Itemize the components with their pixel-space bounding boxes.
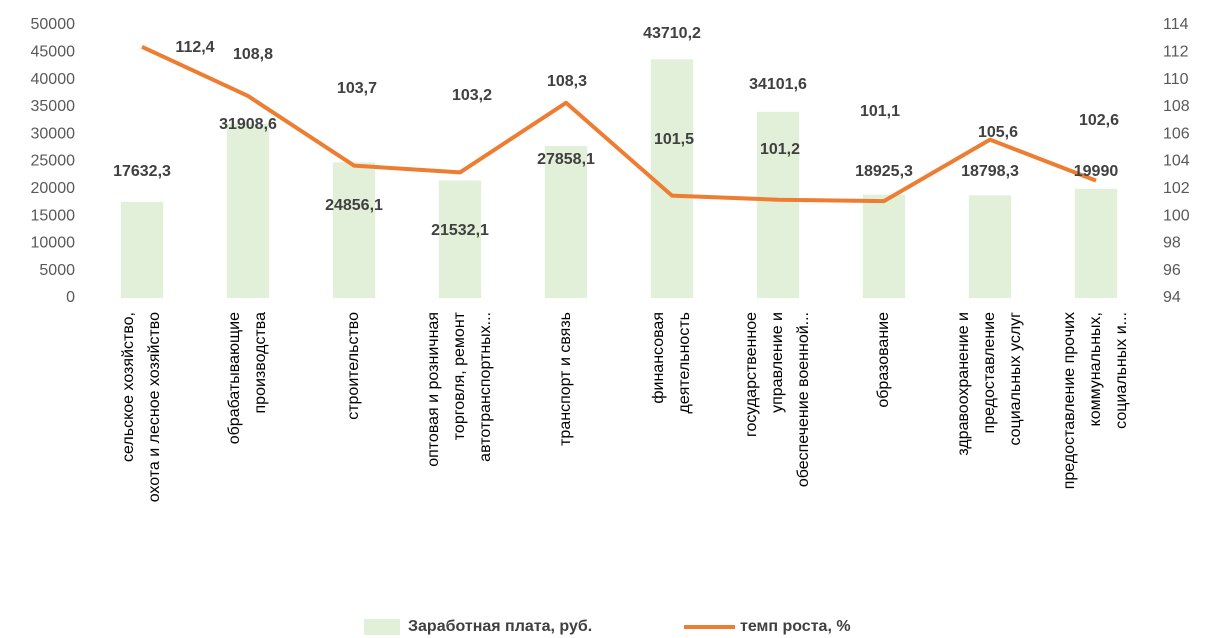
- y2-tick-label: 100: [1163, 207, 1190, 224]
- data-label: 21532,1: [431, 222, 489, 239]
- data-label: 19990: [1074, 163, 1119, 180]
- x-tick-label: финансовая деятельность: [650, 312, 693, 413]
- legend-label: темп роста, %: [740, 618, 851, 635]
- y2-tick-label: 104: [1163, 153, 1190, 170]
- data-label: 24856,1: [325, 197, 383, 214]
- y2-tick-label: 114: [1163, 16, 1189, 33]
- bar: [120, 201, 164, 298]
- x-tick-label: предоставление прочих коммунальных, социал…: [1061, 312, 1130, 489]
- data-label: 101,2: [760, 141, 800, 158]
- legend-swatch: [364, 619, 400, 635]
- bar: [544, 145, 588, 298]
- y-tick-label: 25000: [31, 153, 76, 170]
- bar: [862, 194, 906, 298]
- x-tick-label: здравоохранение и предоставление социальны…: [955, 312, 1024, 456]
- legend-label: Заработная плата, руб.: [408, 618, 592, 635]
- data-label: 18798,3: [961, 163, 1019, 180]
- y-tick-label: 15000: [31, 207, 76, 224]
- x-tick-label: обрабатывающие производства: [226, 312, 269, 444]
- y2-tick-label: 110: [1163, 71, 1189, 88]
- y2-tick-label: 102: [1163, 180, 1190, 197]
- y-tick-label: 0: [66, 289, 75, 306]
- x-tick-label: образование: [875, 312, 892, 408]
- data-label: 31908,6: [219, 116, 277, 133]
- x-tick-label: транспорт и связь: [557, 312, 574, 446]
- data-label: 105,6: [978, 124, 1018, 141]
- data-label: 43710,2: [643, 25, 701, 42]
- data-label: 34101,6: [749, 76, 807, 93]
- data-label: 102,6: [1079, 112, 1119, 129]
- y-tick-label: 45000: [31, 44, 76, 61]
- y2-tick-label: 112: [1163, 44, 1189, 61]
- data-label: 103,2: [452, 87, 492, 104]
- y2-tick-label: 96: [1163, 262, 1181, 279]
- data-label: 101,5: [654, 131, 694, 148]
- data-label: 27858,1: [537, 151, 595, 168]
- y2-tick-label: 98: [1163, 235, 1181, 252]
- x-tick-label: строительство: [345, 312, 362, 420]
- y-tick-label: 35000: [31, 98, 76, 115]
- y2-tick-label: 108: [1163, 98, 1190, 115]
- y-tick-label: 10000: [31, 235, 76, 252]
- data-label: 112,4: [175, 39, 214, 56]
- y-tick-label: 30000: [31, 125, 76, 142]
- bar: [756, 111, 800, 298]
- bar: [332, 162, 376, 298]
- x-tick-label: оптовая и розничная торговля, ремонт автот…: [425, 311, 494, 466]
- y2-tick-label: 106: [1163, 125, 1190, 142]
- data-label: 108,8: [233, 46, 273, 63]
- data-label: 103,7: [337, 80, 377, 97]
- data-label: 108,3: [547, 73, 587, 90]
- data-label: 17632,3: [113, 163, 171, 180]
- bar: [650, 59, 694, 298]
- y-tick-label: 50000: [31, 16, 76, 33]
- bar: [226, 123, 270, 298]
- bar: [1074, 188, 1118, 298]
- data-label: 18925,3: [855, 163, 913, 180]
- bar: [968, 195, 1012, 298]
- x-tick-label: государственное управление и обеспечение в…: [743, 312, 812, 487]
- x-tick-label: сельское хозяйство, охота и лесное хозяйс…: [120, 312, 163, 502]
- y-tick-label: 5000: [39, 262, 75, 279]
- y-tick-label: 20000: [31, 180, 76, 197]
- line: [141, 45, 1097, 204]
- y-tick-label: 40000: [31, 71, 76, 88]
- data-label: 101,1: [860, 103, 900, 120]
- bar: [438, 180, 482, 298]
- y2-tick-label: 94: [1163, 289, 1181, 306]
